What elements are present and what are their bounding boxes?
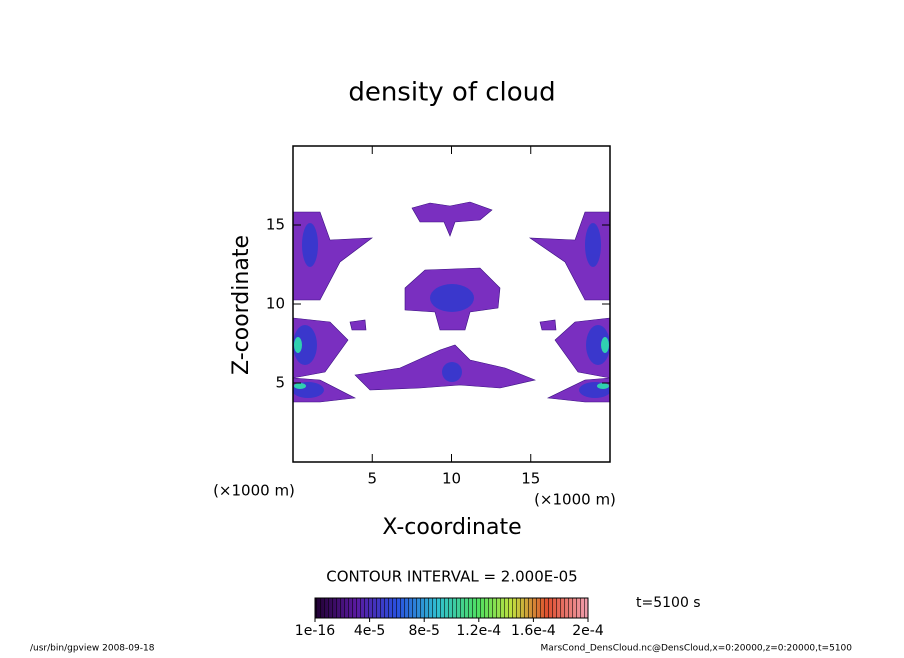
colorbar-tick-label: 8e-5 bbox=[408, 623, 439, 639]
colorbar-tick-label: 1e-16 bbox=[295, 623, 335, 639]
y-tick-label: 5 bbox=[275, 374, 285, 392]
colorbar-tick-label: 2e-4 bbox=[572, 623, 604, 639]
footer-left: /usr/bin/gpview 2008-09-18 bbox=[30, 644, 155, 654]
time-label: t=5100 s bbox=[636, 595, 701, 611]
footer-right: MarsCond_DensCloud.nc@DensCloud,x=0:2000… bbox=[541, 644, 853, 654]
y-unit: (×1000 m) bbox=[213, 482, 295, 500]
chart-title: density of cloud bbox=[348, 78, 555, 108]
x-tick-label: 10 bbox=[442, 470, 461, 488]
y-tick-label: 10 bbox=[266, 295, 285, 313]
y-tick-label: 15 bbox=[266, 216, 285, 234]
y-axis-label: Z-coordinate bbox=[229, 235, 254, 375]
x-axis-label: X-coordinate bbox=[382, 515, 521, 540]
colorbar-tick-label: 1.2e-4 bbox=[456, 623, 501, 639]
colorbar-tick-label: 4e-5 bbox=[354, 623, 385, 639]
x-tick-label: 5 bbox=[367, 470, 377, 488]
contour-field bbox=[293, 201, 610, 403]
colorbar-frame bbox=[314, 597, 589, 619]
contour-interval: CONTOUR INTERVAL = 2.000E-05 bbox=[326, 568, 577, 586]
x-unit: (×1000 m) bbox=[534, 491, 616, 509]
x-tick-label: 15 bbox=[521, 470, 540, 488]
colorbar-tick-label: 1.6e-4 bbox=[511, 623, 556, 639]
